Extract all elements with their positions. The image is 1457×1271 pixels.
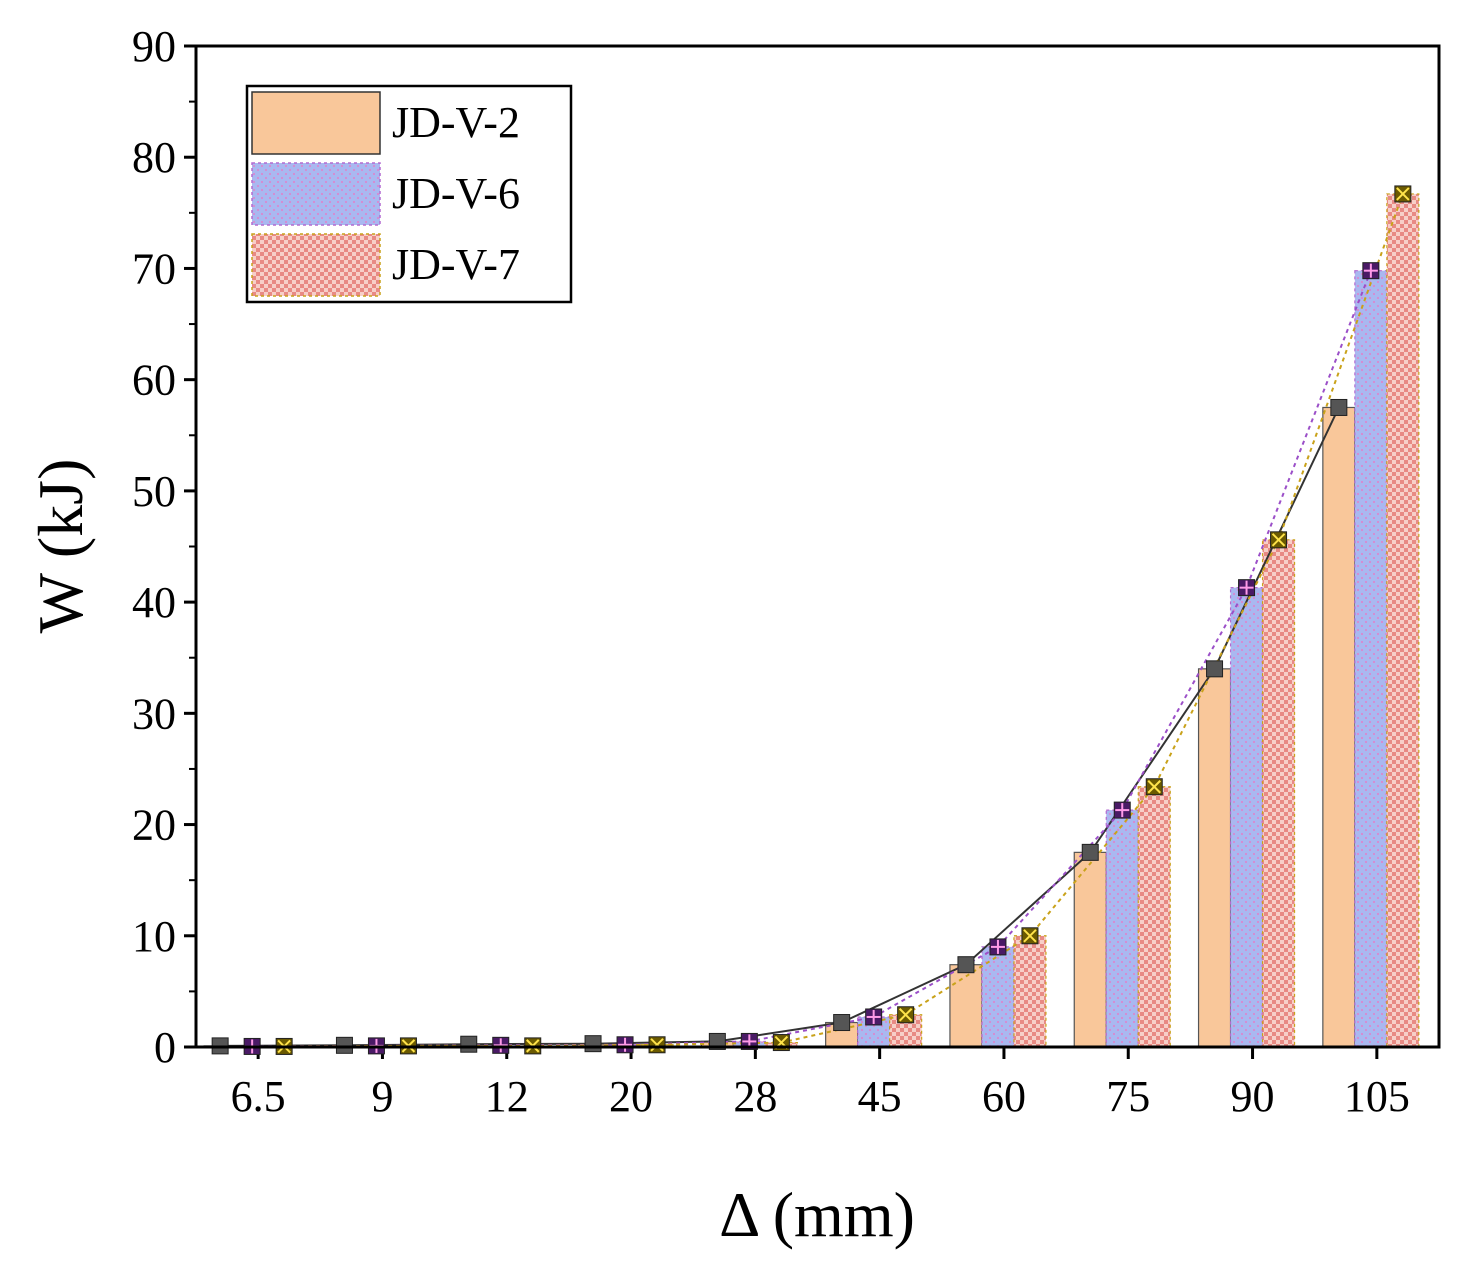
marker-jd-v-2 (957, 956, 975, 974)
y-tick-label: 0 (154, 1023, 176, 1072)
bar-jd-v-7 (1386, 193, 1420, 1048)
marker-jd-v-2 (1330, 398, 1348, 416)
x-tick-label: 60 (982, 1072, 1026, 1121)
marker-jd-v-2 (833, 1014, 851, 1032)
marker-jd-v-6 (740, 1032, 758, 1050)
marker-jd-v-2 (1081, 843, 1099, 861)
marker-square (708, 1032, 726, 1050)
bar-jd-v-6 (1105, 809, 1139, 1048)
legend-label-jd-v-7: JD-V-7 (392, 240, 520, 289)
bar-jd-v-7 (1013, 935, 1047, 1048)
legend-swatch-jd-v-7 (251, 233, 381, 297)
x-tick-label: 9 (371, 1072, 393, 1121)
bar-jd-v-6 (1354, 270, 1388, 1048)
marker-jd-v-6 (989, 938, 1007, 956)
marker-x-b (1271, 533, 1286, 547)
marker-square (1330, 398, 1348, 416)
marker-x-b (650, 1038, 664, 1052)
marker-jd-v-6 (865, 1008, 883, 1026)
bars (203, 193, 1420, 1048)
legend-swatch-jd-v-6 (251, 162, 381, 226)
bar-jd-v-6 (981, 946, 1015, 1048)
bar-jd-v-2 (949, 964, 983, 1048)
marker-x-b (898, 1008, 913, 1022)
x-tick-label: 45 (858, 1072, 902, 1121)
bar-jd-v-6 (1229, 587, 1264, 1048)
bar-jd-v-2 (1322, 406, 1356, 1048)
y-tick-label: 40 (132, 578, 176, 627)
marker-square (1206, 660, 1224, 678)
y-tick-label: 30 (132, 689, 176, 738)
line-jd-v-2 (220, 407, 1340, 1047)
marker-square (957, 956, 975, 974)
y-tick-label: 60 (132, 356, 176, 405)
x-tick-label: 20 (609, 1072, 653, 1121)
x-tick-label: 12 (485, 1072, 529, 1121)
y-tick-label: 80 (132, 133, 176, 182)
legend-swatch-jd-v-2 (251, 91, 381, 155)
y-tick-label: 90 (132, 22, 176, 71)
x-tick-label: 90 (1231, 1072, 1275, 1121)
marker-jd-v-6 (1238, 579, 1256, 597)
y-tick-label: 50 (132, 467, 176, 516)
legend-label-jd-v-6: JD-V-6 (392, 169, 520, 218)
marker-x-b (1147, 780, 1161, 794)
x-tick-label: 6.5 (231, 1072, 286, 1121)
marker-square (1081, 843, 1099, 861)
x-tick-label: 75 (1106, 1072, 1150, 1121)
y-tick-labels: 0 10 20 30 40 50 60 70 80 90 (132, 22, 176, 1072)
marker-square (460, 1035, 478, 1053)
marker-jd-v-7 (1394, 185, 1412, 203)
y-tick-label: 20 (132, 801, 176, 850)
x-tick-label: 105 (1344, 1072, 1410, 1121)
marker-square (584, 1035, 602, 1053)
x-axis-title: Δ (mm) (719, 1179, 915, 1250)
marker-jd-v-2 (1206, 660, 1224, 678)
marker-jd-v-7 (1021, 927, 1039, 945)
legend-label-jd-v-2: JD-V-2 (392, 98, 520, 147)
bar-jd-v-7 (1137, 786, 1171, 1048)
bar-jd-v-2 (1197, 668, 1232, 1048)
marker-x-b (1023, 929, 1037, 943)
marker-jd-v-2 (335, 1036, 353, 1054)
x-tick-labels: 6.5 9 12 20 28 45 60 75 90 105 (231, 1072, 1410, 1121)
marker-jd-v-6 (1113, 801, 1131, 819)
y-axis-title: W (kJ) (25, 459, 96, 634)
marker-jd-v-2 (584, 1035, 602, 1053)
marker-jd-v-2 (708, 1032, 726, 1050)
x-tick-label: 28 (733, 1072, 777, 1121)
legend: JD-V-2 JD-V-6 JD-V-7 (245, 84, 573, 304)
marker-jd-v-2 (460, 1035, 478, 1053)
marker-jd-v-7 (1145, 778, 1163, 796)
marker-x-b (1396, 187, 1410, 201)
plot-frame (194, 44, 1441, 1049)
marker-jd-v-7 (1270, 531, 1288, 549)
marker-jd-v-7 (648, 1036, 666, 1054)
marker-jd-v-6 (1362, 262, 1380, 280)
marker-square (335, 1036, 353, 1054)
y-tick-label: 10 (132, 912, 176, 961)
marker-jd-v-6 (492, 1036, 510, 1054)
marker-jd-v-7 (897, 1006, 915, 1024)
marker-square (833, 1014, 851, 1032)
marker-jd-v-6 (616, 1036, 634, 1054)
y-tick-label: 70 (132, 244, 176, 293)
bar-jd-v-2 (1073, 851, 1107, 1048)
bar-jd-v-7 (1261, 539, 1296, 1048)
